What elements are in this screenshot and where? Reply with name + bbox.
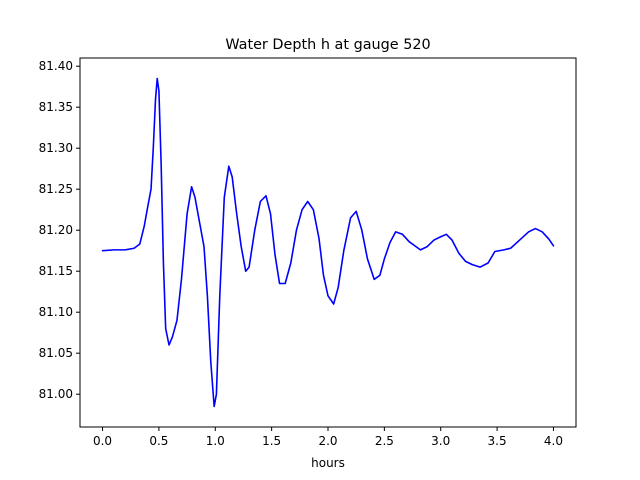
- series-line-1: [101, 77, 555, 408]
- y-tick-label: 81.25: [39, 182, 73, 196]
- x-tick-label: 1.0: [206, 434, 225, 448]
- x-axis: 0.0 0.5 1.0 1.5 2.0 2.5 3.0 3.5 4.0: [93, 427, 563, 448]
- x-axis-label: hours: [311, 456, 345, 470]
- y-tick-label: 81.35: [39, 100, 73, 114]
- x-tick-label: 0.0: [93, 434, 112, 448]
- x-tick-label: 4.0: [544, 434, 563, 448]
- y-tick-label: 81.30: [39, 141, 73, 155]
- chart-title: Water Depth h at gauge 520: [225, 37, 430, 53]
- y-axis: 81.00 81.05 81.10 81.15 81.20 81.25 81.30 81.35…: [39, 59, 80, 401]
- x-tick-label: 2.0: [318, 434, 337, 448]
- y-tick-label: 81.15: [39, 264, 73, 278]
- x-tick-label: 1.5: [262, 434, 281, 448]
- x-tick-label: 3.0: [431, 434, 450, 448]
- plot-content: [101, 77, 555, 408]
- y-tick-label: 81.40: [39, 59, 73, 73]
- x-tick-label: 0.5: [149, 434, 168, 448]
- y-tick-label: 81.00: [39, 387, 73, 401]
- y-tick-label: 81.20: [39, 223, 73, 237]
- y-tick-label: 81.10: [39, 305, 73, 319]
- x-tick-label: 2.5: [375, 434, 394, 448]
- y-tick-label: 81.05: [39, 346, 73, 360]
- x-tick-label: 3.5: [488, 434, 507, 448]
